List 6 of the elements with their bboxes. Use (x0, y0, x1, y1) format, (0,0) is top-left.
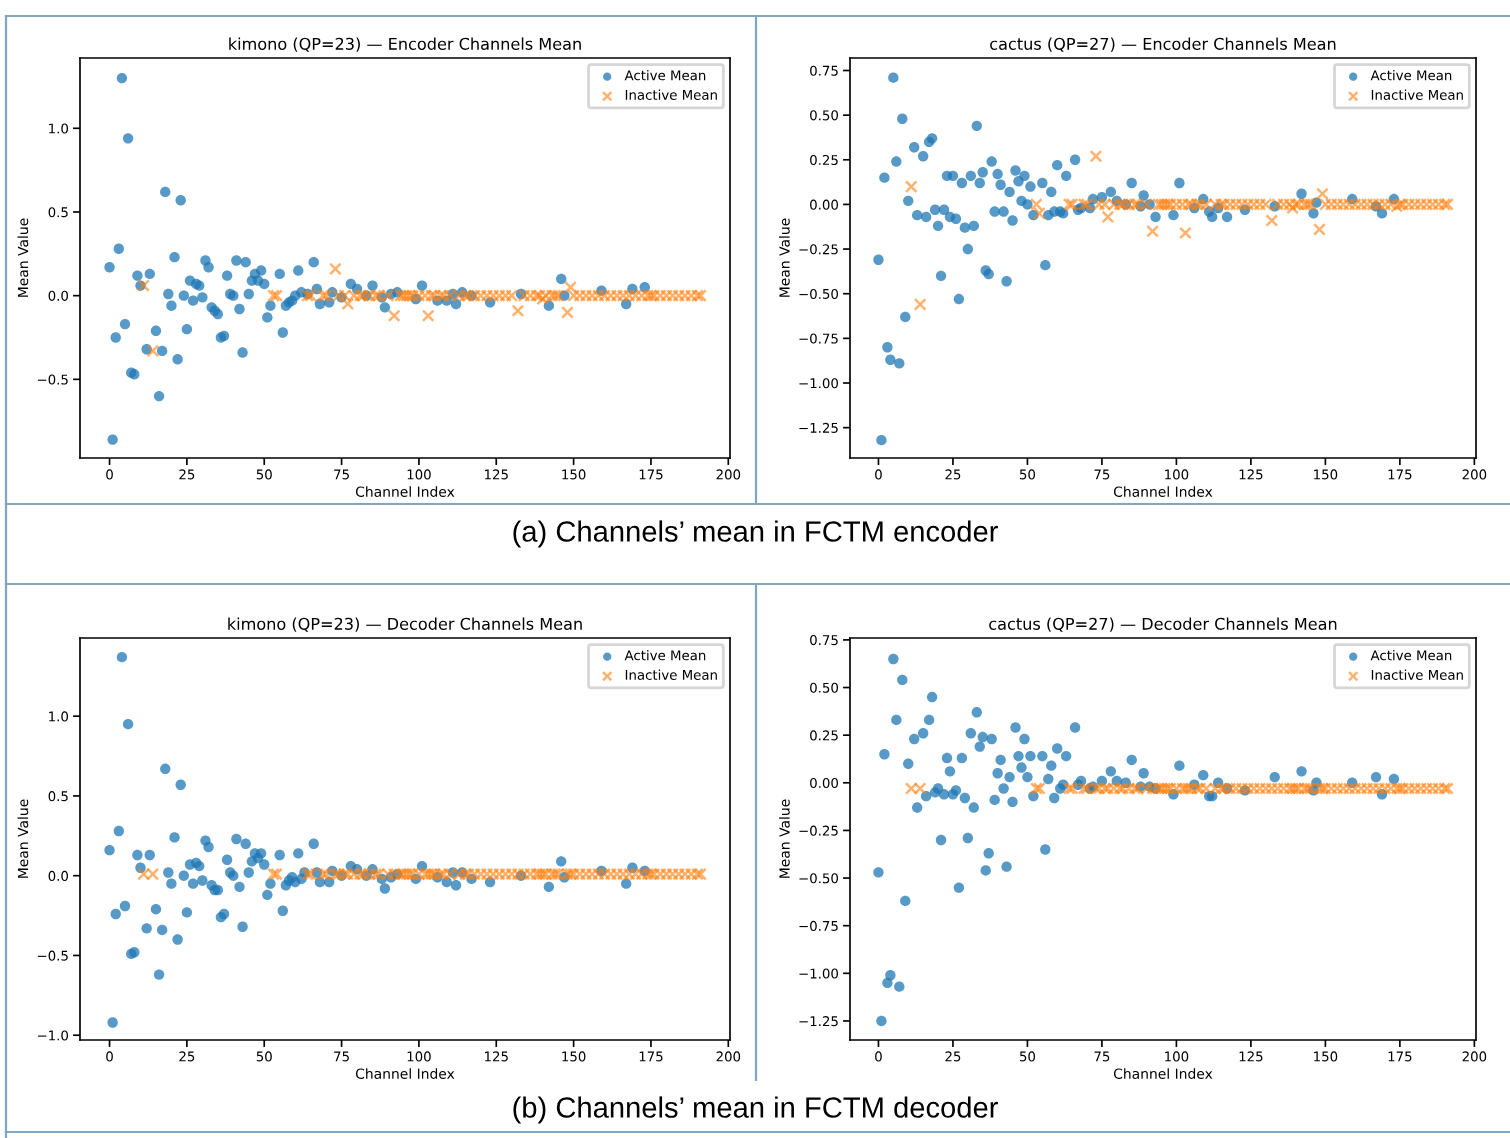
chart-title: kimono (QP=23) — Encoder Channels Mean (229, 37, 581, 52)
chart-title: cactus (QP=27) — Decoder Channels Mean (989, 617, 1337, 632)
text: (b) Channels’ mean in FCTM decoder (513, 1096, 998, 1124)
chart-title: kimono (QP=23) — Decoder Channels Mean (228, 617, 582, 632)
text: (a) Channels’ mean in FCTM encoder (513, 520, 998, 548)
chart-title: cactus (QP=27) — Encoder Channels Mean (990, 37, 1336, 52)
